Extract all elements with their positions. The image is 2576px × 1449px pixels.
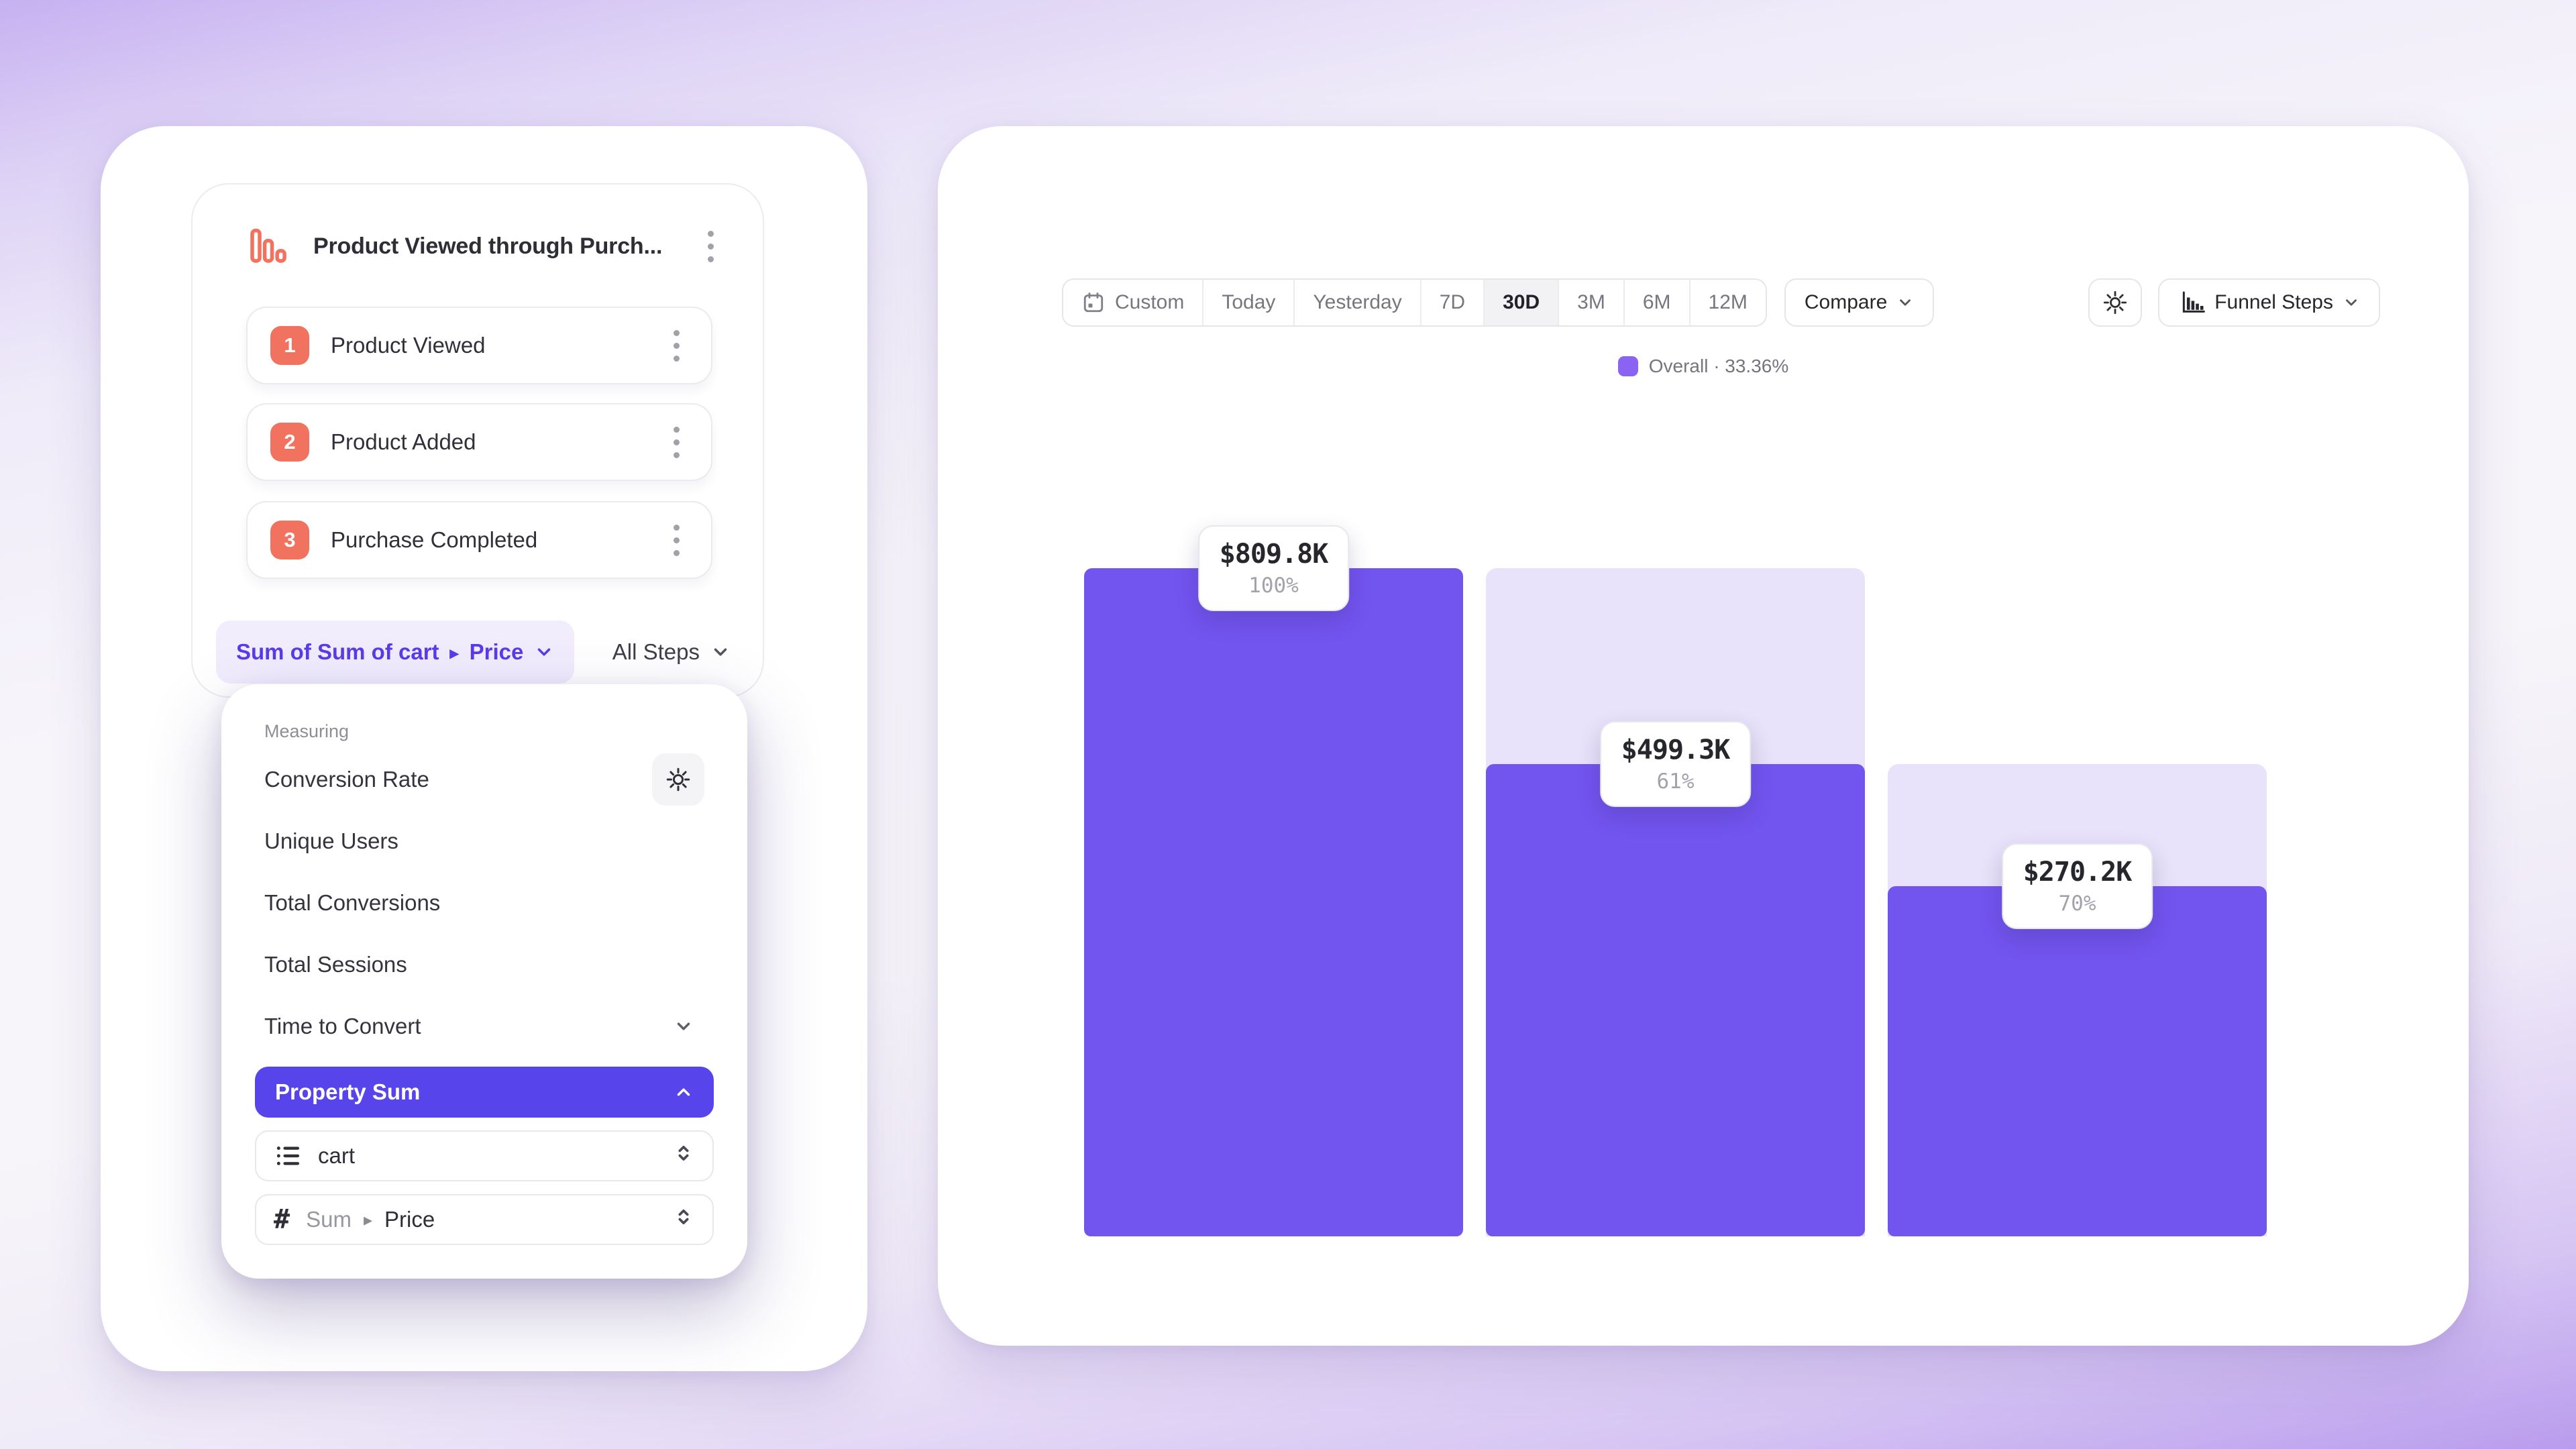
chart-settings-button[interactable]	[2088, 278, 2143, 327]
menu-item-label: Conversion Rate	[264, 767, 429, 792]
range-3m[interactable]: 3M	[1559, 280, 1625, 325]
chart-type-selector[interactable]: Funnel Steps	[2158, 278, 2380, 327]
bar-percent-label: 100%	[1248, 574, 1299, 598]
report-header: Product Viewed through Purch...	[245, 211, 725, 281]
step-number-badge: 2	[270, 423, 309, 462]
menu-item-total-sessions[interactable]: Total Sessions	[255, 934, 714, 996]
menu-item-label: Property Sum	[275, 1079, 421, 1104]
menu-item-conversion-rate[interactable]: Conversion Rate	[255, 749, 714, 810]
menu-section-label: Measuring	[264, 720, 350, 741]
aggregation-select[interactable]: # Sum ▸ Price	[255, 1194, 714, 1245]
bar-converted-segment	[1486, 763, 1865, 1236]
conversion-rate-settings-button[interactable]	[652, 753, 704, 806]
funnel-chart: $809.8K 100% $499.3K 61% $270.2K 70%	[1084, 525, 2267, 1236]
chevron-up-icon	[674, 1082, 694, 1102]
aggregation-property: Price	[384, 1207, 435, 1232]
chevron-down-icon	[2343, 294, 2360, 311]
date-range-cluster: Custom Today Yesterday 7D 30D 3M 6M 12M …	[1062, 278, 1935, 327]
step-label: Purchase Completed	[331, 527, 538, 552]
bar-converted-segment	[1888, 886, 2267, 1236]
range-today[interactable]: Today	[1203, 280, 1295, 325]
measurement-prefix: Sum of Sum of cart	[236, 639, 439, 664]
menu-item-label: Time to Convert	[264, 1014, 421, 1038]
measuring-menu: Measuring Conversion Rate Unique Users T…	[221, 684, 747, 1279]
date-range-control: Custom Today Yesterday 7D 30D 3M 6M 12M	[1062, 278, 1767, 327]
funnel-bar-purchase-completed[interactable]: $270.2K 70%	[1888, 568, 2267, 1236]
funnel-bar-product-viewed[interactable]: $809.8K 100%	[1084, 525, 1463, 1236]
bar-percent-label: 70%	[2058, 892, 2096, 916]
steps-scope-selector[interactable]: All Steps	[612, 639, 731, 665]
step-number-badge: 1	[270, 326, 309, 365]
aggregation-prefix: Sum	[306, 1207, 352, 1232]
menu-item-label: Unique Users	[264, 828, 398, 853]
menu-item-total-conversions[interactable]: Total Conversions	[255, 872, 714, 934]
property-value: cart	[318, 1143, 356, 1168]
range-30d-selected[interactable]: 30D	[1485, 280, 1560, 325]
menu-item-time-to-convert[interactable]: Time to Convert	[255, 996, 714, 1057]
bar-value-label: $499.3K	[1621, 734, 1731, 765]
menu-item-unique-users[interactable]: Unique Users	[255, 810, 714, 872]
compare-button[interactable]: Compare	[1784, 278, 1935, 327]
calendar-icon	[1081, 290, 1106, 315]
steps-scope-label: All Steps	[612, 639, 700, 664]
chart-card: Custom Today Yesterday 7D 30D 3M 6M 12M …	[938, 126, 2469, 1346]
step-row-product-added[interactable]: 2 Product Added	[246, 403, 712, 481]
chart-options-cluster: Funnel Steps	[2088, 278, 2380, 327]
step-row-product-viewed[interactable]: 1 Product Viewed	[246, 307, 712, 384]
list-icon	[274, 1142, 302, 1170]
menu-item-label: Total Sessions	[264, 952, 407, 977]
funnel-steps-chart-icon	[2178, 289, 2206, 316]
chevron-down-icon	[710, 642, 731, 662]
menu-item-property-sum-selected[interactable]: Property Sum	[255, 1067, 714, 1118]
step-menu-button[interactable]	[661, 513, 691, 567]
range-yesterday[interactable]: Yesterday	[1295, 280, 1421, 325]
property-select[interactable]: cart	[255, 1130, 714, 1181]
legend-label: Overall · 33.36%	[1648, 356, 1789, 376]
step-menu-button[interactable]	[661, 319, 691, 372]
stepper-icon	[672, 1142, 695, 1170]
bar-percent-label: 61%	[1656, 769, 1695, 794]
bar-value-label: $809.8K	[1219, 539, 1329, 570]
step-row-purchase-completed[interactable]: 3 Purchase Completed	[246, 501, 712, 579]
measurement-property: Price	[469, 639, 524, 664]
chart-legend: Overall · 33.36%	[938, 352, 2469, 381]
step-label: Product Added	[331, 429, 476, 454]
step-menu-button[interactable]	[661, 415, 691, 469]
chevron-down-icon	[1896, 294, 1914, 311]
number-property-icon: #	[274, 1204, 290, 1235]
bar-value-chip: $270.2K 70%	[2001, 843, 2153, 930]
report-menu-button[interactable]	[696, 219, 725, 273]
bar-converted-segment	[1084, 568, 1463, 1236]
bar-value-chip: $499.3K 61%	[1599, 720, 1752, 807]
range-7d[interactable]: 7D	[1421, 280, 1485, 325]
insights-report-icon	[245, 224, 289, 268]
bar-value-chip: $809.8K 100%	[1197, 525, 1350, 611]
funnel-bar-product-added[interactable]: $499.3K 61%	[1486, 568, 1865, 1236]
report-title: Product Viewed through Purch...	[313, 233, 663, 259]
caret-right-icon: ▸	[363, 1209, 373, 1230]
measurement-selector[interactable]: Sum of Sum of cart ▸ Price	[216, 621, 575, 684]
range-6m[interactable]: 6M	[1624, 280, 1690, 325]
chevron-down-icon	[674, 1016, 694, 1036]
menu-item-label: Total Conversions	[264, 890, 441, 915]
measurement-row: Sum of Sum of cart ▸ Price All Steps	[216, 621, 731, 684]
gear-icon	[2101, 288, 2129, 317]
range-12m[interactable]: 12M	[1690, 280, 1766, 325]
bar-value-label: $270.2K	[2023, 857, 2133, 888]
legend-swatch	[1617, 356, 1638, 376]
chevron-down-icon	[534, 642, 554, 662]
step-label: Product Viewed	[331, 333, 486, 358]
step-number-badge: 3	[270, 521, 309, 559]
range-custom[interactable]: Custom	[1063, 280, 1204, 325]
funnel-steps-panel: Product Viewed through Purch... 1 Produc…	[191, 183, 764, 698]
stepper-icon	[672, 1205, 695, 1234]
chart-toolbar: Custom Today Yesterday 7D 30D 3M 6M 12M …	[938, 278, 2469, 327]
gear-icon	[664, 765, 692, 794]
caret-right-icon: ▸	[449, 643, 459, 663]
